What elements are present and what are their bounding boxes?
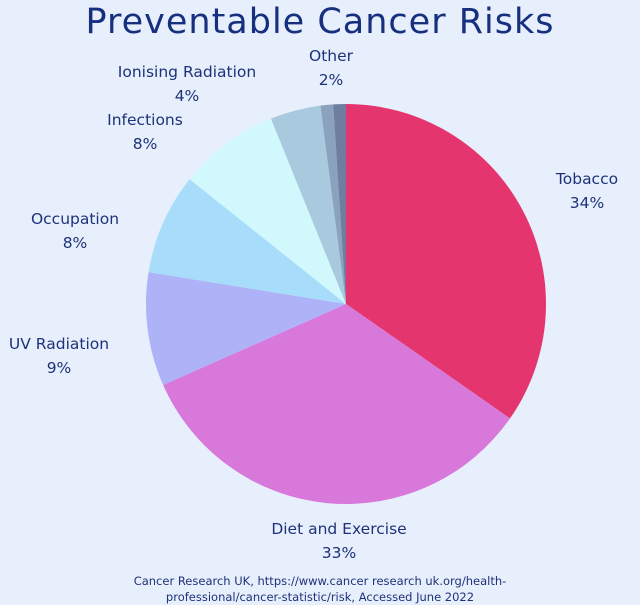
slice-occupation [148,179,346,304]
source-line-1: Cancer Research UK, https://www.cancer r… [133,574,507,588]
label-occupation: Occupation 8% [31,207,119,255]
slice-other-part-1 [320,104,346,304]
label-ionising-radiation: Ionising Radiation 4% [118,60,256,108]
slice-infections [189,118,346,305]
label-uv-radiation: UV Radiation 9% [9,332,109,380]
label-uv-name: UV Radiation [8,335,110,353]
slice-diet-and-exercise [163,304,511,505]
label-tobacco: Tobacco 34% [556,167,618,215]
label-occupation-name: Occupation [30,210,120,228]
label-diet-and-exercise: Diet and Exercise 33% [271,517,406,565]
label-uv-value: 9% [46,359,72,377]
label-ionising-name: Ionising Radiation [117,63,257,81]
label-infections-name: Infections [107,111,183,129]
label-infections: Infections 8% [107,108,183,156]
label-tobacco-name: Tobacco [555,170,619,188]
label-occupation-value: 8% [62,234,88,252]
label-other: Other 2% [309,44,353,92]
label-infections-value: 8% [132,135,158,153]
source-line-2: professional/cancer-statistic/risk, Acce… [165,590,475,604]
label-diet-value: 33% [321,544,357,562]
slice-tobacco [346,104,546,419]
slice-ionising-radiation [270,105,346,304]
label-tobacco-value: 34% [569,194,605,212]
chart-title: Preventable Cancer Risks [85,2,555,42]
source-note: Cancer Research UK, https://www.cancer r… [0,573,640,605]
slice-uv-radiation [146,272,346,385]
label-diet-name: Diet and Exercise [271,520,407,538]
slice-other-part-2 [333,104,346,304]
label-other-value: 2% [318,71,344,89]
label-other-name: Other [308,47,354,65]
label-ionising-value: 4% [174,87,200,105]
